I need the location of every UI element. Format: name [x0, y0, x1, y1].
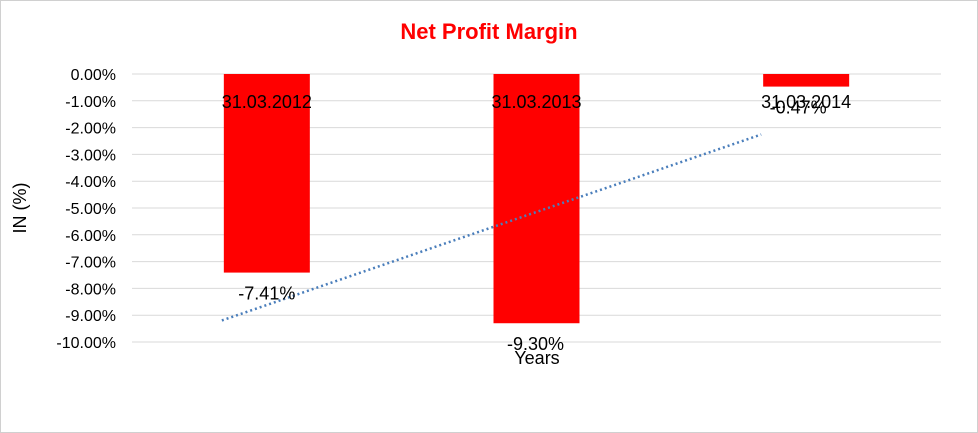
- y-tick-label: -5.00%: [65, 201, 116, 218]
- data-labels: -7.41% -9.30% -0.47%: [238, 98, 826, 355]
- category-labels: 31.03.2012 31.03.2013 31.03.2014: [222, 92, 851, 112]
- data-label: -9.30%: [507, 334, 564, 354]
- trendline: [221, 133, 762, 322]
- y-axis-title: IN (%): [10, 183, 30, 234]
- bars: [223, 74, 850, 324]
- x-axis-title: Years: [514, 348, 559, 368]
- y-tick-label: 0.00%: [71, 67, 116, 84]
- trendline-path: [221, 133, 762, 322]
- y-axis-tick-labels: 0.00% -1.00% -2.00% -3.00% -4.00% -5.00% -6.00…: [56, 67, 116, 352]
- y-tick-label: -6.00%: [65, 228, 116, 245]
- category-label: 31.03.2013: [491, 92, 581, 112]
- bar-31-03-2014: [763, 74, 850, 87]
- y-tick-label: -3.00%: [65, 147, 116, 164]
- y-tick-label: -2.00%: [65, 121, 116, 138]
- y-tick-label: -7.00%: [65, 255, 116, 272]
- bar-31-03-2012: [223, 74, 310, 273]
- category-label: 31.03.2014: [761, 92, 851, 112]
- bar-31-03-2013: [493, 74, 580, 324]
- category-label: 31.03.2012: [222, 92, 312, 112]
- data-label: -7.41%: [238, 284, 295, 304]
- y-tick-label: -8.00%: [65, 281, 116, 298]
- y-tick-label: -1.00%: [65, 94, 116, 111]
- y-tick-label: -10.00%: [56, 335, 116, 352]
- y-tick-label: -4.00%: [65, 174, 116, 191]
- data-label: -0.47%: [770, 98, 827, 118]
- chart-title: Net Profit Margin: [400, 19, 577, 44]
- y-tick-label: -9.00%: [65, 308, 116, 325]
